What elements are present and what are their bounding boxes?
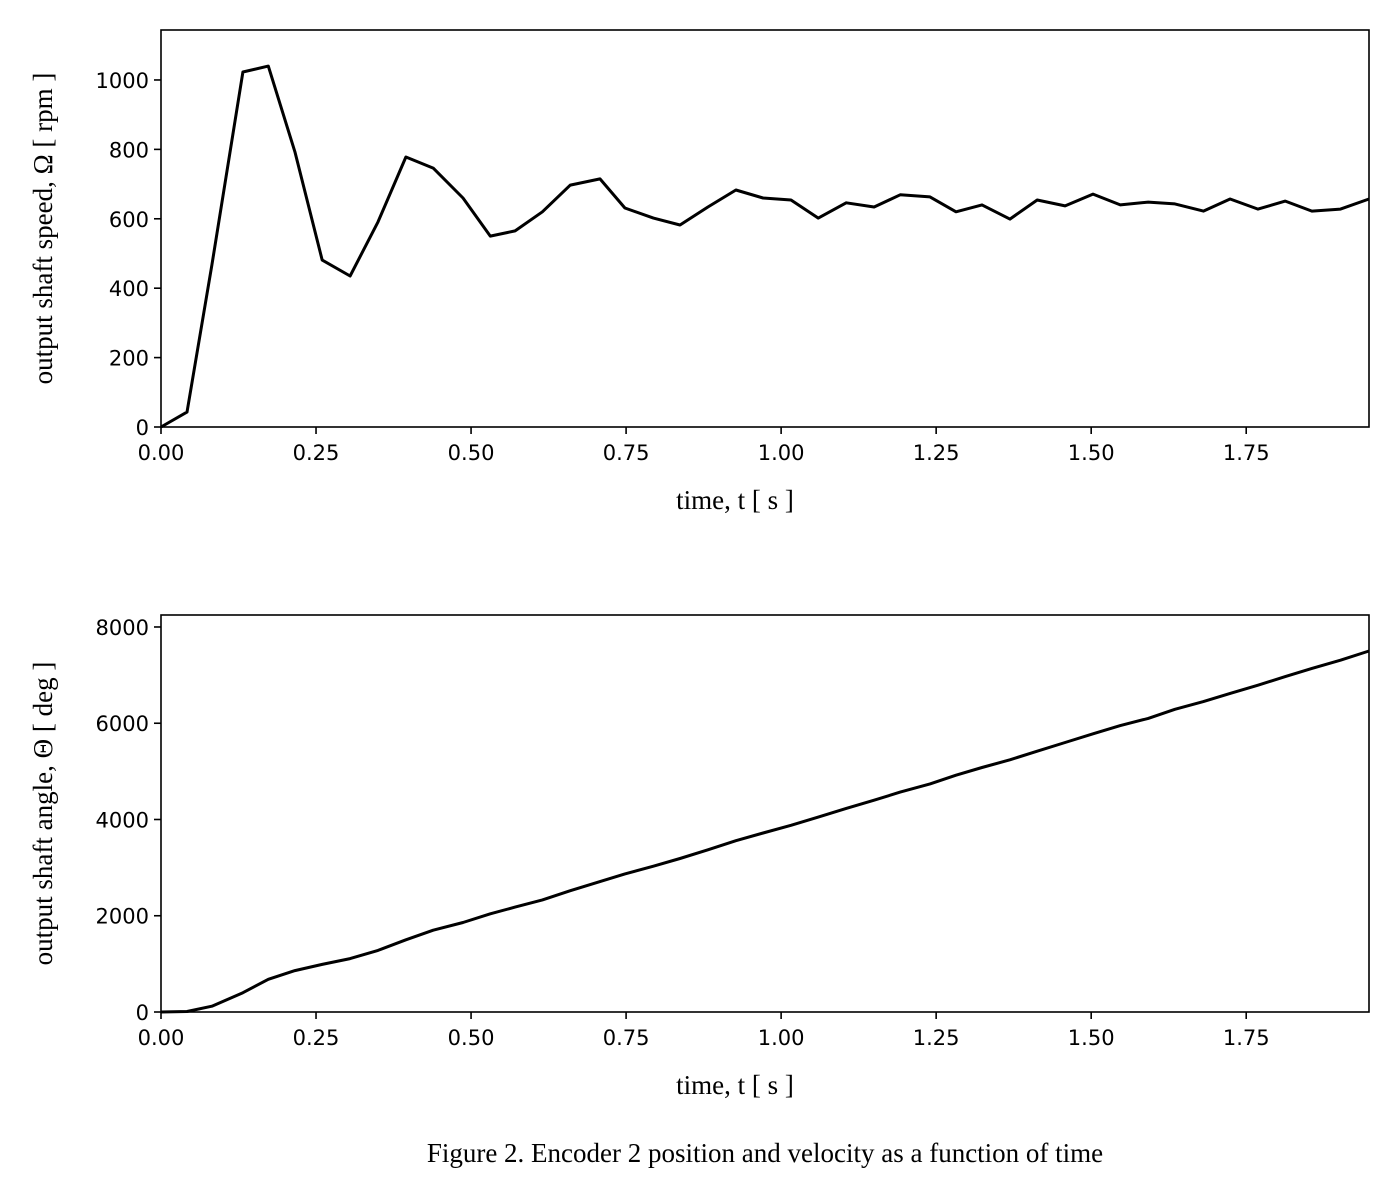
x-tick-label: 0.75 [603,1026,650,1050]
x-tick-label: 1.75 [1223,1026,1270,1050]
x-tick-label: 1.00 [758,1026,805,1050]
y-tick-label: 0 [136,1001,149,1025]
y-tick-label: 4000 [96,808,149,832]
y-tick-label: 600 [109,208,149,232]
x-tick-label: 1.75 [1223,441,1270,465]
angle-plot: 0.00 0.25 0.50 0.75 1.00 1.25 1.50 1.75 0 2000 400… [28,614,1370,1100]
speed-plot: 0.00 0.25 0.50 0.75 1.00 1.25 1.50 1.75 0 200 400 6… [28,29,1370,515]
y-tick-label: 0 [136,416,149,440]
y-tick-label: 6000 [96,712,149,736]
y-axis-label: output shaft speed, Ω [ rpm ] [28,73,58,385]
x-tick-label: 1.50 [1068,1026,1115,1050]
y-tick-label: 2000 [96,905,149,929]
x-tick-label: 1.25 [913,441,960,465]
y-tick-label: 800 [109,138,149,162]
x-tick-label: 0.75 [603,441,650,465]
series-line [160,649,1370,1014]
y-tick-label: 1000 [96,69,149,93]
x-tick-label: 1.50 [1068,441,1115,465]
x-tick-label: 1.25 [913,1026,960,1050]
y-tick-label: 400 [109,277,149,301]
x-tick-label: 0.25 [293,1026,340,1050]
x-tick-label: 0.50 [448,441,495,465]
figure-caption: Figure 2. Encoder 2 position and velocit… [427,1138,1103,1168]
series-line [160,64,1370,429]
y-tick-label: 200 [109,347,149,371]
x-tick-label: 0.00 [138,1026,185,1050]
x-tick-label: 0.50 [448,1026,495,1050]
x-tick-label: 0.25 [293,441,340,465]
axes-frame [160,29,1370,428]
y-axis-label: output shaft angle, Θ [ deg ] [28,662,58,966]
x-tick-label: 1.00 [758,441,805,465]
y-tick-label: 8000 [96,616,149,640]
axes-frame [160,614,1370,1013]
x-axis-label: time, t [ s ] [676,1070,794,1100]
x-tick-label: 0.00 [138,441,185,465]
x-axis-label: time, t [ s ] [676,485,794,515]
